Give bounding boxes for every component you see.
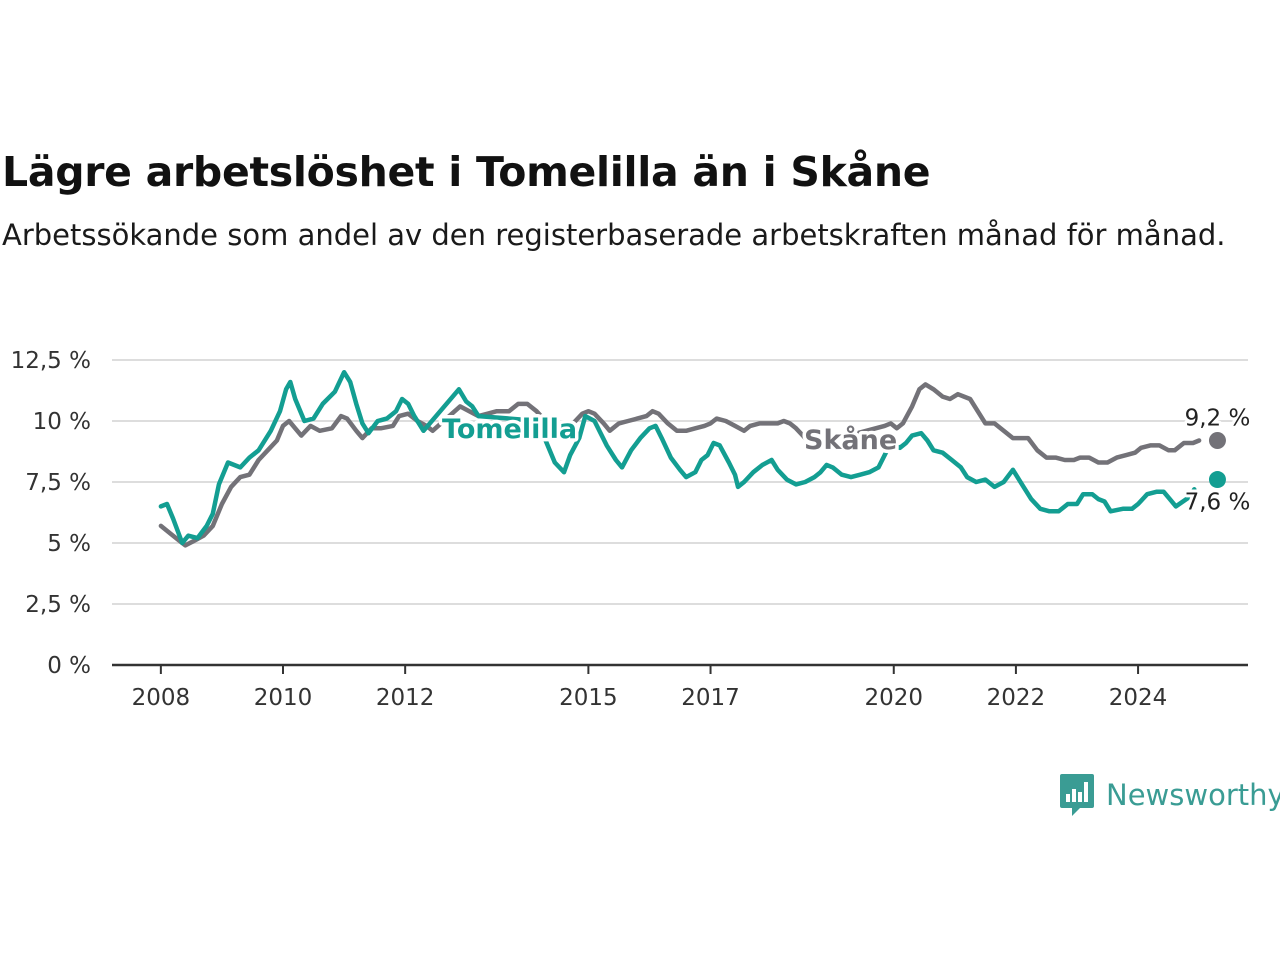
y-tick-label: 7,5 % xyxy=(25,470,91,496)
y-tick-label: 5 % xyxy=(47,531,91,557)
skane-end-label: 9,2 % xyxy=(1185,406,1251,432)
series-labels: Tomelilla Skåne 9,2 % 7,6 % xyxy=(439,403,1254,519)
y-tick-labels: 0 % 2,5 % 5 % 7,5 % 10 % 12,5 % xyxy=(11,348,91,679)
newsworthy-logo: Newsworthy xyxy=(1058,772,1280,818)
tomelilla-line xyxy=(158,369,1197,546)
y-tick-label: 0 % xyxy=(47,653,91,679)
x-tick-label: 2024 xyxy=(1109,685,1168,711)
skane-line xyxy=(158,382,1202,548)
tomelilla-series-label: Tomelilla xyxy=(442,414,577,445)
newsworthy-logo-icon xyxy=(1060,774,1094,816)
x-tick-label: 2012 xyxy=(376,685,435,711)
skane-end-marker xyxy=(1208,432,1226,450)
chart-title: Lägre arbetslöshet i Tomelilla än i Skån… xyxy=(2,148,931,196)
x-tick-label: 2022 xyxy=(987,685,1046,711)
grid-lines xyxy=(112,359,1248,605)
y-tick-label: 2,5 % xyxy=(25,592,91,618)
x-tick-label: 2017 xyxy=(681,685,740,711)
line-chart: 0 %2,5 %5 %7,5 %10 %12,5 % 2008 2010 2012 2… xyxy=(11,348,1254,711)
y-tick-label: 10 % xyxy=(33,409,91,435)
x-tick-label: 2010 xyxy=(254,685,313,711)
skane-series-label: Skåne xyxy=(804,424,897,456)
x-tick-label: 2015 xyxy=(559,685,618,711)
x-tick-label: 2008 xyxy=(132,685,191,711)
brand-name: Newsworthy xyxy=(1106,778,1280,812)
series-lines xyxy=(158,369,1226,548)
x-tick-label: 2020 xyxy=(864,685,923,711)
tomelilla-end-marker xyxy=(1208,471,1226,489)
x-tick-labels: 2008 2010 2012 2015 2017 2020 2022 2024 xyxy=(132,665,1168,711)
y-tick-label: 12,5 % xyxy=(11,348,91,374)
chart-subtitle: Arbetssökande som andel av den registerb… xyxy=(2,218,1226,252)
tomelilla-end-label: 7,6 % xyxy=(1185,490,1251,516)
